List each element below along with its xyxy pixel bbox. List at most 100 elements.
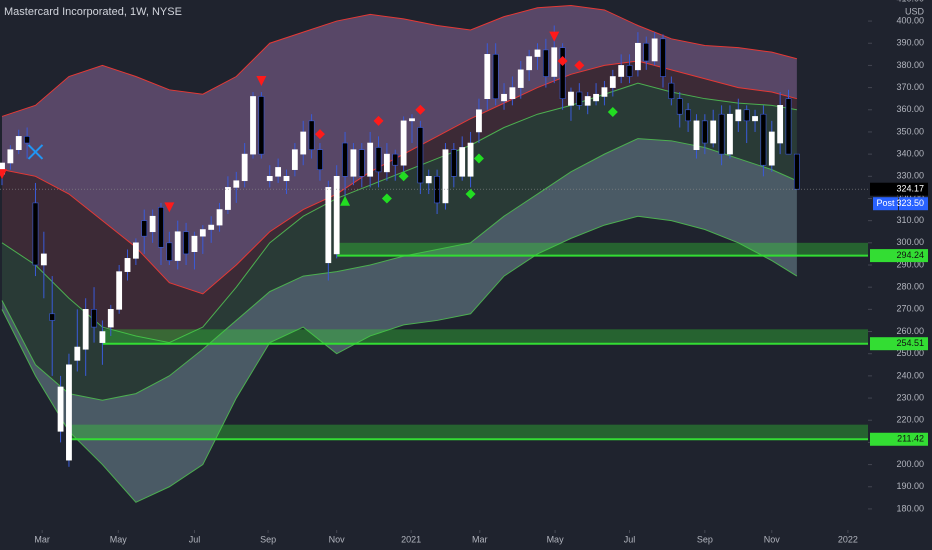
candle-body (568, 91, 574, 106)
candle-body (450, 149, 457, 177)
y-tick-label: 190.00 (896, 481, 924, 491)
candle-body (91, 309, 97, 328)
candle-body (793, 153, 800, 190)
last-price-label: 324.17 (896, 184, 924, 194)
candle-body (777, 105, 784, 144)
candle-body (216, 209, 223, 226)
y-tick-label: 300.00 (896, 237, 924, 247)
signal-marker (473, 153, 484, 164)
candle-body (743, 109, 750, 122)
post-tag (873, 197, 898, 211)
candle-body (132, 242, 139, 259)
candle-body (409, 118, 415, 122)
candle-body (275, 167, 282, 177)
candle-body (383, 153, 390, 173)
signal-marker (256, 75, 267, 86)
signal-marker (465, 189, 476, 200)
y-tick-label: 230.00 (896, 392, 924, 402)
x-tick-label: May (110, 534, 128, 544)
candle-body (317, 149, 323, 170)
signal-marker (0, 169, 8, 180)
candle-body (24, 136, 31, 144)
level-badge-label: 294.24 (896, 250, 924, 260)
post-tag-label: Post (876, 198, 895, 208)
band-fill (2, 5, 797, 294)
signal-marker (415, 104, 426, 115)
candle-body (467, 142, 474, 177)
candle-body (158, 207, 164, 248)
last-price-badge (870, 182, 928, 196)
candle-body (283, 175, 290, 182)
candle-body (434, 175, 440, 204)
candle-body (266, 175, 273, 182)
candle-body (609, 76, 616, 88)
candle-body (484, 54, 491, 99)
level-zone (336, 242, 868, 256)
candle-body (501, 93, 507, 102)
x-tick-label: Jul (189, 534, 201, 544)
candle-body (191, 235, 198, 252)
signal-marker (314, 129, 325, 140)
level-badge (870, 249, 928, 263)
candle-body (517, 69, 524, 88)
signal-marker (373, 115, 384, 126)
candle-body (542, 49, 549, 77)
candle-body (643, 42, 650, 62)
candle-body (685, 109, 692, 122)
candle-body (593, 93, 599, 102)
x-tick-label: Nov (329, 534, 346, 544)
y-tick-label: 410.00 (896, 0, 924, 3)
candle-body (350, 149, 357, 177)
level-badge-label: 211.42 (897, 434, 924, 444)
candle-body (760, 113, 767, 166)
signal-marker (340, 195, 351, 206)
candle-body (358, 149, 365, 177)
candle-body (476, 109, 482, 133)
candle-body (74, 346, 81, 361)
candle-body (635, 42, 641, 71)
candle-body (199, 229, 206, 237)
candle-body (141, 220, 148, 237)
candle-body (400, 120, 407, 166)
post-price-label: 323.50 (896, 198, 924, 208)
candle-body (459, 147, 466, 177)
candle-body (651, 38, 658, 62)
y-tick-label: 310.00 (896, 215, 924, 225)
candle-body (300, 131, 307, 155)
candle-body (225, 187, 231, 210)
candle-body (752, 116, 758, 122)
candle-body (57, 386, 64, 432)
y-tick-label: 290.00 (896, 259, 924, 269)
candle-body (701, 120, 708, 144)
candle-body (208, 224, 215, 230)
candle-body (392, 153, 399, 166)
candle-body (291, 149, 298, 170)
y-tick-label: 260.00 (896, 326, 924, 336)
y-tick-label: 340.00 (896, 148, 924, 158)
candle-body (425, 175, 432, 184)
signal-marker (27, 144, 44, 160)
signal-marker (398, 171, 409, 182)
signal-marker (574, 60, 585, 71)
candle-body (250, 96, 256, 155)
candle-body (333, 175, 340, 255)
candle-body (768, 131, 775, 166)
y-tick-label: 250.00 (896, 348, 924, 358)
overlay: 180.00190.00200.00210.00220.00230.00240.… (34, 0, 928, 544)
candle-body (40, 253, 47, 266)
candle-body (526, 56, 533, 71)
x-tick-label: Sep (697, 534, 713, 544)
candle-body (559, 47, 566, 99)
plot-area (0, 5, 868, 503)
candle-body (241, 153, 248, 182)
y-tick-label: 360.00 (896, 104, 924, 114)
candle-body (124, 258, 131, 272)
y-tick-label: 380.00 (896, 60, 924, 70)
band-line (1, 215, 798, 503)
level-badge (870, 432, 928, 446)
candle-body (442, 149, 449, 204)
candle-body (107, 309, 114, 328)
candle-body (551, 47, 558, 77)
candle-body (15, 136, 22, 150)
